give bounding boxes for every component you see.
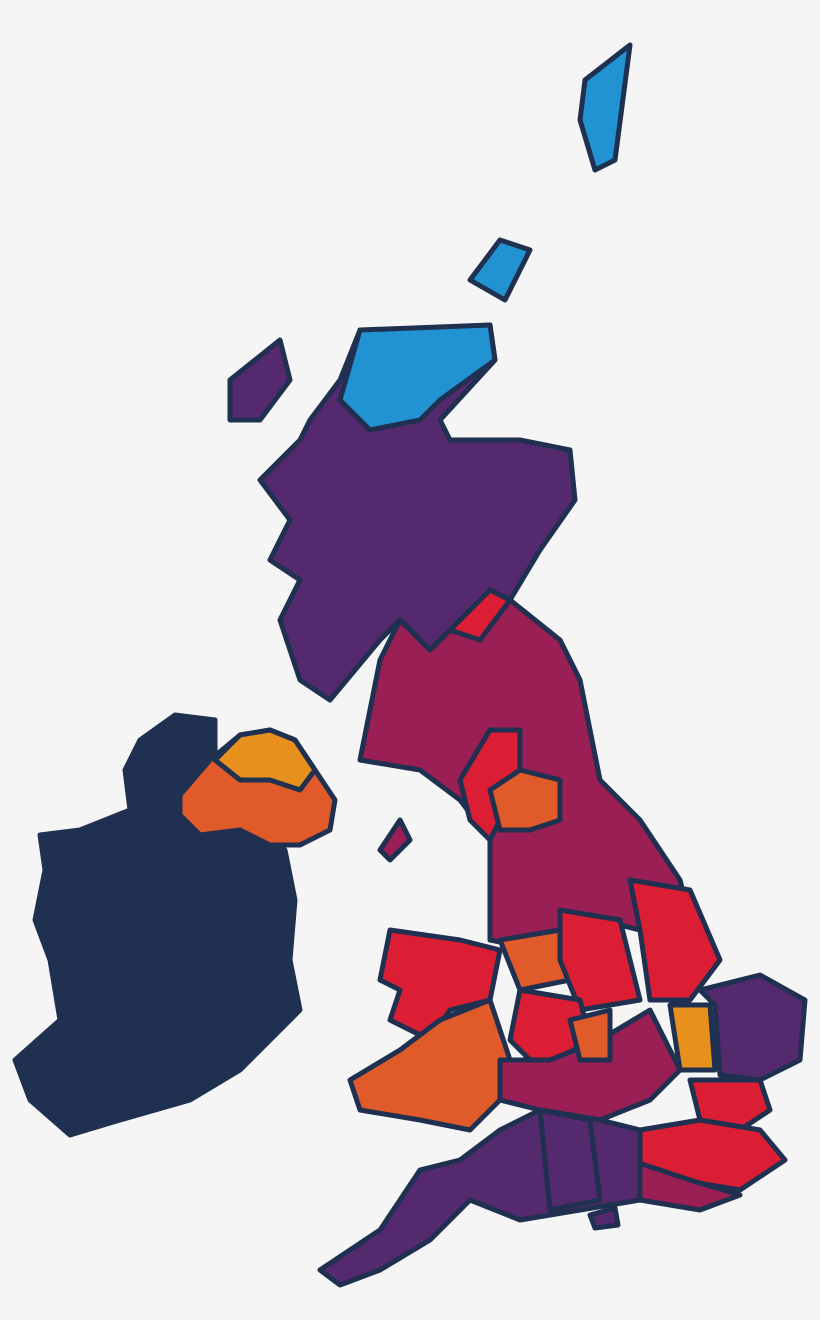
region-hampshire xyxy=(537,1107,603,1213)
region-scotland-far-north xyxy=(337,322,498,433)
region-essex xyxy=(687,1077,773,1133)
region-shetland xyxy=(577,42,633,173)
region-isle-of-man xyxy=(377,817,413,863)
region-northern-ireland-north xyxy=(212,727,318,793)
region-east-anglia xyxy=(697,972,808,1083)
region-western-isles xyxy=(227,337,293,423)
region-cambridgeshire xyxy=(667,1002,718,1073)
region-oxfordshire xyxy=(567,1007,613,1063)
region-lancashire xyxy=(487,767,563,833)
region-isle-of-wight xyxy=(587,1205,621,1231)
region-orkney xyxy=(467,237,533,303)
region-edinburgh xyxy=(447,587,513,643)
region-east-midlands xyxy=(557,907,643,1013)
region-lincolnshire xyxy=(627,877,723,1003)
